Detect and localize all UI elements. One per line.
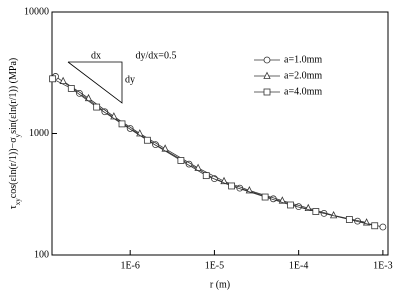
y-label-subscript: y xyxy=(14,133,22,137)
y-label-part: τ xyxy=(8,205,19,209)
legend-marker xyxy=(263,88,271,96)
y-tick-label: 100 xyxy=(34,249,49,260)
data-point xyxy=(76,89,83,97)
data-point xyxy=(161,144,169,152)
legend-marker xyxy=(263,71,271,79)
y-label-subscript: xy xyxy=(14,198,22,206)
y-label-part: sin(εln(r/1)) (MPa) xyxy=(8,58,19,134)
data-point xyxy=(143,136,151,144)
annotation: dy/dx=0.5 xyxy=(136,50,177,61)
annotation: dy xyxy=(125,74,135,85)
slope-triangle xyxy=(67,61,123,104)
data-point xyxy=(371,222,379,230)
y-tick-label: 10000 xyxy=(24,6,49,17)
series-line xyxy=(55,76,383,228)
data-point xyxy=(379,223,387,231)
data-point xyxy=(287,201,294,209)
legend-marker xyxy=(263,56,271,64)
data-point xyxy=(261,193,269,201)
legend-label: a=4.0mm xyxy=(284,86,322,97)
x-tick-label: 1E-3 xyxy=(373,260,392,271)
legend-label: a=1.0mm xyxy=(284,54,322,65)
data-point xyxy=(49,75,57,83)
x-axis-label: r (m) xyxy=(210,279,230,290)
y-axis-label: τxycos(εln(r/1))−σysin(εln(r/1)) (MPa) xyxy=(8,58,21,209)
data-point xyxy=(67,85,75,92)
plot-frame xyxy=(51,11,389,256)
data-point xyxy=(228,182,236,190)
legend-label: a=2.0mm xyxy=(284,70,322,81)
data-point xyxy=(202,172,210,180)
x-tick-label: 1E-6 xyxy=(120,260,139,271)
y-tick-label: 1000 xyxy=(29,128,49,139)
data-point xyxy=(93,103,101,111)
data-point xyxy=(312,208,320,215)
annotation: dx xyxy=(91,50,101,61)
data-point xyxy=(59,76,67,84)
data-point xyxy=(118,120,126,128)
x-tick-label: 1E-4 xyxy=(289,260,308,271)
data-point xyxy=(345,216,353,223)
series-line xyxy=(52,78,375,227)
x-tick-label: 1E-5 xyxy=(205,260,224,271)
y-label-part: cos(εln(r/1))−σ xyxy=(8,137,19,198)
data-point xyxy=(177,157,185,164)
series-line xyxy=(62,80,367,223)
